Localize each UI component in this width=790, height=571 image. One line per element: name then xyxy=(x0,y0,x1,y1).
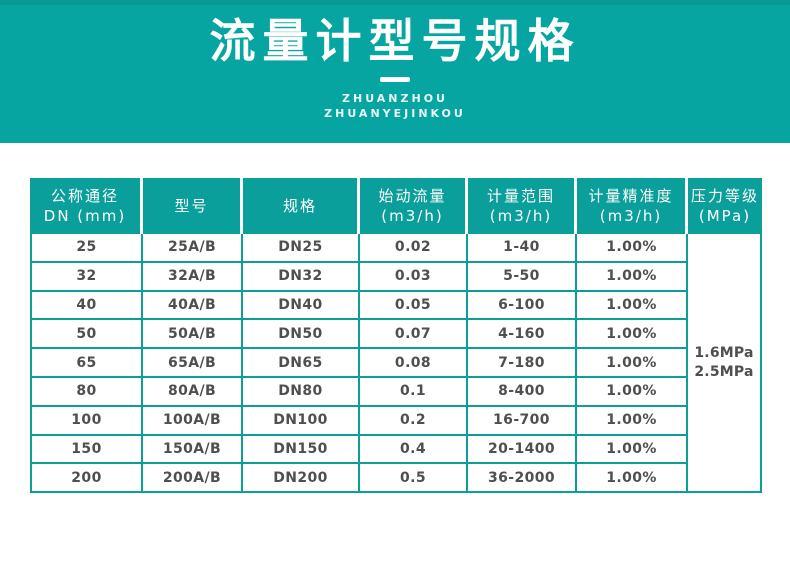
cell-start-flow: 0.5 xyxy=(360,464,468,494)
cell-dn: 150 xyxy=(32,435,143,465)
cell-model: 50A/B xyxy=(143,320,243,350)
cell-accuracy: 1.00% xyxy=(577,464,688,494)
cell-accuracy: 1.00% xyxy=(577,262,688,292)
cell-dn: 65 xyxy=(32,349,143,378)
cell-spec: DN150 xyxy=(243,435,360,465)
cell-spec: DN40 xyxy=(243,291,360,321)
cell-model: 32A/B xyxy=(143,262,243,292)
column-header-spec: 规格 xyxy=(243,178,360,234)
cell-range: 5-50 xyxy=(468,262,577,292)
cell-dn: 25 xyxy=(32,234,143,263)
cell-start-flow: 0.05 xyxy=(360,291,468,321)
column-header-accuracy: 计量精准度 (m3/h) xyxy=(577,178,688,234)
cell-dn: 50 xyxy=(32,320,143,350)
cell-dn: 100 xyxy=(32,406,143,436)
cell-dn: 200 xyxy=(32,464,143,494)
cell-start-flow: 0.2 xyxy=(360,406,468,436)
cell-spec: DN32 xyxy=(243,262,360,292)
cell-accuracy: 1.00% xyxy=(577,377,688,407)
cell-start-flow: 0.02 xyxy=(360,234,468,263)
column-header-start-flow: 始动流量 (m3/h) xyxy=(360,178,468,234)
cell-range: 1-40 xyxy=(468,234,577,263)
spec-table: 公称通径 DN (mm) 型号 规格 始动流量 (m3/h) 计量范围 (m3/… xyxy=(30,178,762,494)
cell-spec: DN25 xyxy=(243,234,360,263)
cell-model: 40A/B xyxy=(143,291,243,321)
cell-model: 25A/B xyxy=(143,234,243,263)
cell-model: 80A/B xyxy=(143,377,243,407)
column-header-range: 计量范围 (m3/h) xyxy=(468,178,577,234)
cell-model: 200A/B xyxy=(143,464,243,494)
cell-spec: DN65 xyxy=(243,349,360,378)
content: 公称通径 DN (mm) 型号 规格 始动流量 (m3/h) 计量范围 (m3/… xyxy=(0,178,790,494)
cell-start-flow: 0.08 xyxy=(360,349,468,378)
cell-accuracy: 1.00% xyxy=(577,406,688,436)
banner: 流量计型号规格 ZHUANZHOU ZHUANYEJINKOU xyxy=(0,0,790,143)
banner-subtitle: ZHUANZHOU ZHUANYEJINKOU xyxy=(324,92,466,120)
cell-accuracy: 1.00% xyxy=(577,349,688,378)
cell-model: 150A/B xyxy=(143,435,243,465)
column-header-model: 型号 xyxy=(143,178,243,234)
cell-accuracy: 1.00% xyxy=(577,234,688,263)
cell-accuracy: 1.00% xyxy=(577,291,688,321)
banner-top-strip xyxy=(0,0,790,5)
cell-spec: DN80 xyxy=(243,377,360,407)
cell-range: 36-2000 xyxy=(468,464,577,494)
cell-start-flow: 0.03 xyxy=(360,262,468,292)
page-title: 流量计型号规格 xyxy=(209,14,581,68)
cell-dn: 80 xyxy=(32,377,143,407)
cell-dn: 32 xyxy=(32,262,143,292)
cell-spec: DN100 xyxy=(243,406,360,436)
cell-range: 20-1400 xyxy=(468,435,577,465)
cell-spec: DN50 xyxy=(243,320,360,350)
cell-start-flow: 0.07 xyxy=(360,320,468,350)
cell-start-flow: 0.1 xyxy=(360,377,468,407)
cell-range: 8-400 xyxy=(468,377,577,407)
column-header-pressure: 压力等级 (MPa) xyxy=(688,178,762,234)
cell-pressure-rating: 1.6MPa 2.5MPa xyxy=(688,234,762,494)
table-header-row: 公称通径 DN (mm) 型号 规格 始动流量 (m3/h) 计量范围 (m3/… xyxy=(30,178,762,234)
title-underline xyxy=(380,77,410,82)
column-header-dn: 公称通径 DN (mm) xyxy=(30,178,143,234)
cell-range: 4-160 xyxy=(468,320,577,350)
cell-dn: 40 xyxy=(32,291,143,321)
cell-start-flow: 0.4 xyxy=(360,435,468,465)
cell-range: 16-700 xyxy=(468,406,577,436)
cell-range: 6-100 xyxy=(468,291,577,321)
cell-accuracy: 1.00% xyxy=(577,320,688,350)
cell-spec: DN200 xyxy=(243,464,360,494)
cell-accuracy: 1.00% xyxy=(577,435,688,465)
cell-model: 100A/B xyxy=(143,406,243,436)
cell-range: 7-180 xyxy=(468,349,577,378)
table-body: 1.6MPa 2.5MPa 25 25A/B DN25 0.02 1-40 1.… xyxy=(30,234,762,494)
cell-model: 65A/B xyxy=(143,349,243,378)
